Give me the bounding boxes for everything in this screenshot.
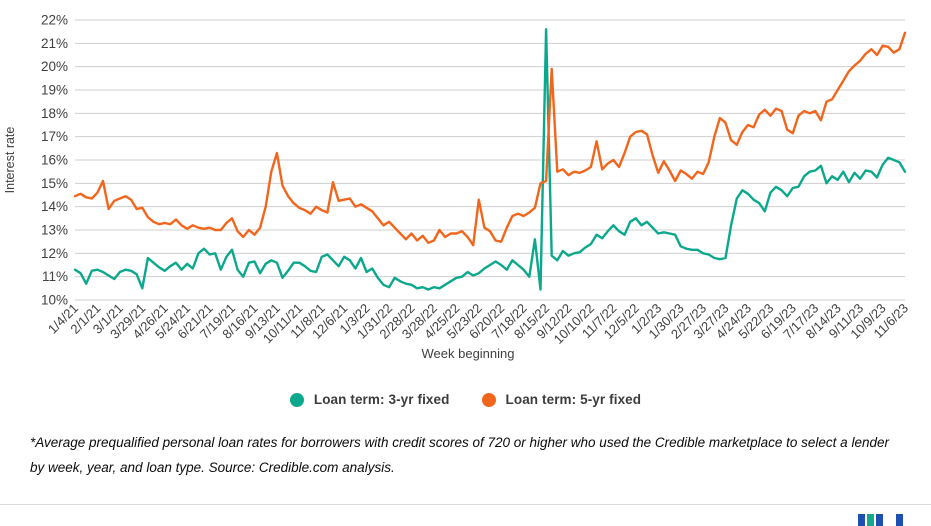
y-tick-label: 13% bbox=[41, 223, 68, 238]
chart-legend: Loan term: 3-yr fixed Loan term: 5-yr fi… bbox=[0, 392, 931, 407]
logo-square-icon bbox=[896, 514, 903, 526]
y-tick-label: 22% bbox=[41, 13, 68, 28]
chart-svg: 22% 21% 20% 19% 18% 17% 16% 15% 14% 13% 12% 11% 10% I… bbox=[3, 13, 911, 362]
x-axis-title: Week beginning bbox=[422, 346, 515, 361]
footer-divider bbox=[0, 504, 931, 505]
y-tick-label: 10% bbox=[41, 293, 68, 308]
legend-item-5yr[interactable]: Loan term: 5-yr fixed bbox=[481, 392, 642, 407]
legend-item-3yr[interactable]: Loan term: 3-yr fixed bbox=[289, 392, 450, 407]
y-tick-label: 12% bbox=[41, 246, 68, 261]
y-tick-label: 16% bbox=[41, 153, 68, 168]
y-axis-title: Interest rate bbox=[3, 127, 17, 194]
y-tick-label: 18% bbox=[41, 106, 68, 121]
y-tick-label: 14% bbox=[41, 199, 68, 214]
flourish-logo-fragment bbox=[858, 514, 905, 526]
logo-square-icon bbox=[876, 514, 883, 526]
y-tick-label: 15% bbox=[41, 176, 68, 191]
logo-square-icon bbox=[858, 514, 865, 526]
y-tick-label: 19% bbox=[41, 83, 68, 98]
series-line bbox=[73, 31, 907, 247]
legend-dot-5yr-icon bbox=[481, 392, 496, 407]
series-line bbox=[73, 28, 907, 291]
legend-dot-3yr-icon bbox=[289, 392, 304, 407]
logo-square-icon bbox=[867, 514, 874, 526]
y-tick-label: 17% bbox=[41, 129, 68, 144]
y-tick-label: 11% bbox=[42, 269, 68, 284]
loan-rates-line-chart: 22% 21% 20% 19% 18% 17% 16% 15% 14% 13% 12% 11% 10% I… bbox=[3, 13, 911, 362]
legend-label-5yr: Loan term: 5-yr fixed bbox=[505, 392, 642, 407]
y-tick-label: 20% bbox=[41, 59, 68, 74]
footnote-text: *Average prequalified personal loan rate… bbox=[30, 435, 889, 475]
legend-label-3yr: Loan term: 3-yr fixed bbox=[313, 392, 450, 407]
y-tick-label: 21% bbox=[41, 36, 68, 51]
